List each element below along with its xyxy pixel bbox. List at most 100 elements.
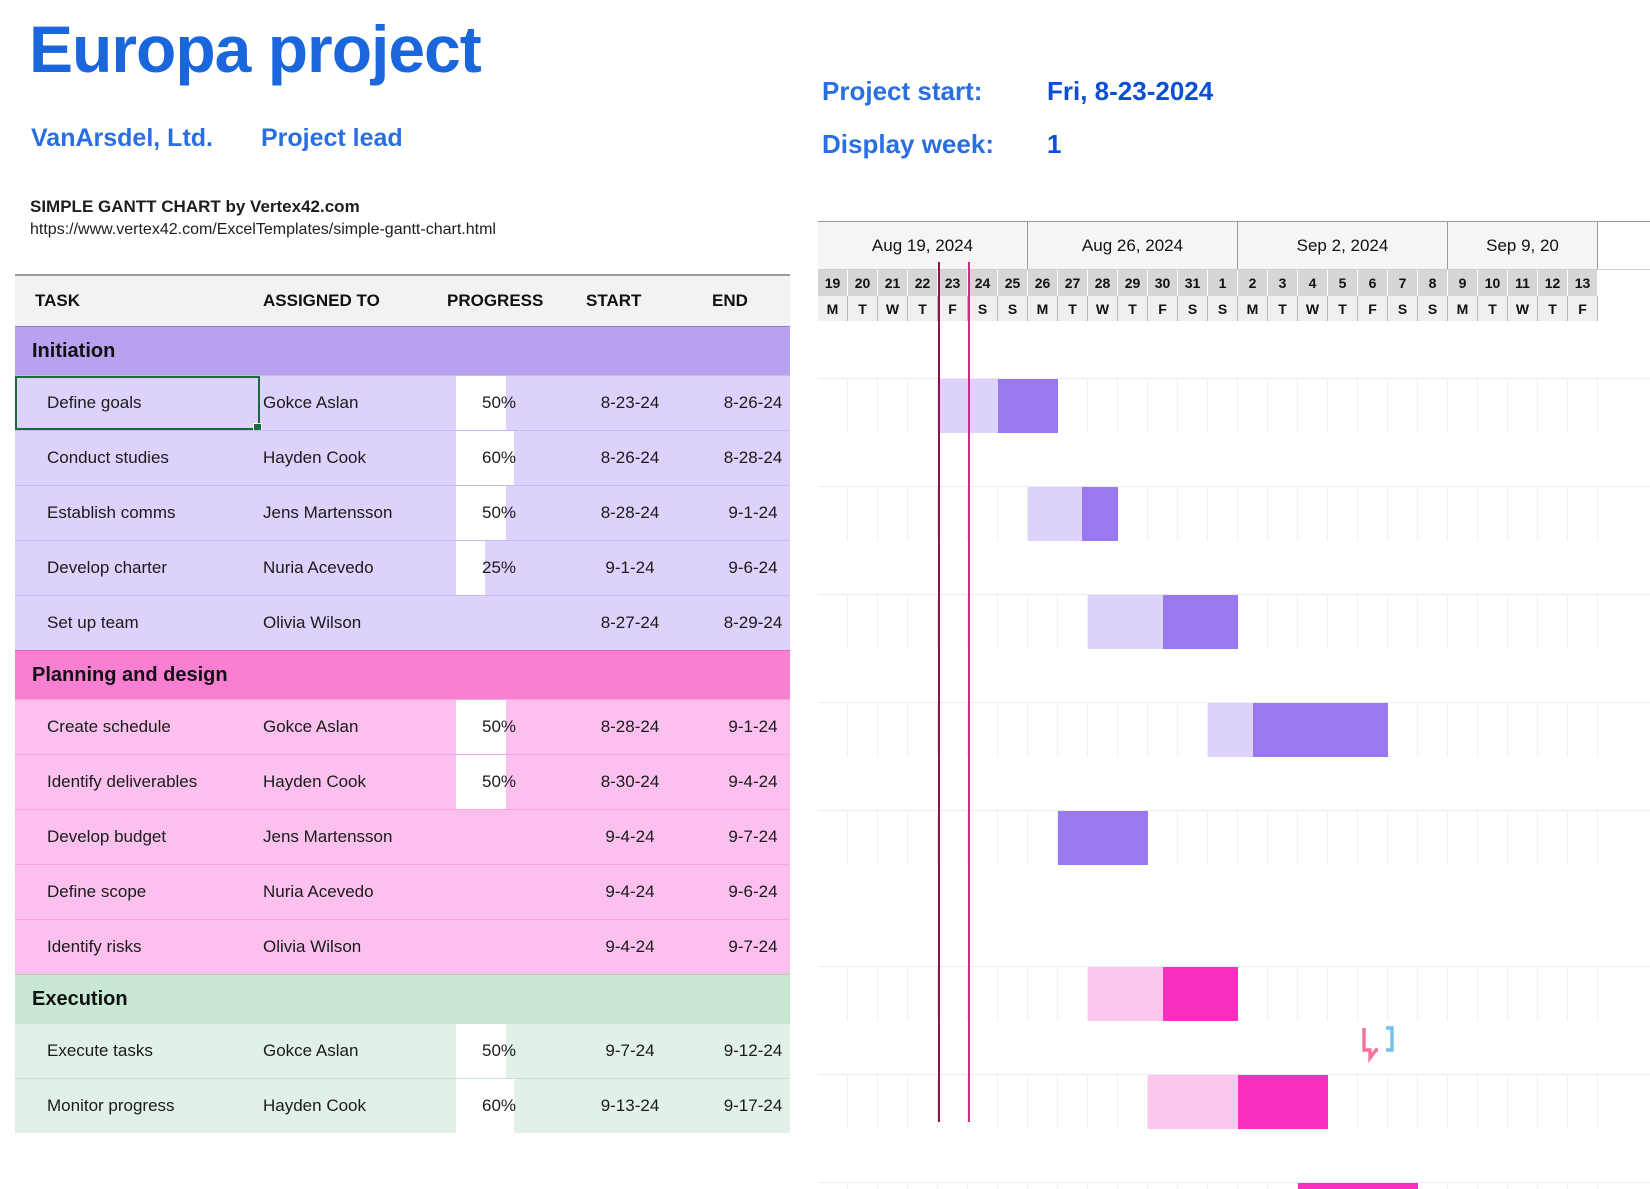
display-week-value[interactable]: 1	[1047, 129, 1062, 159]
table-row[interactable]: Develop budget Jens Martensson 9-4-24 9-7-2…	[15, 809, 790, 864]
gantt-row[interactable]	[818, 810, 1650, 865]
cell-task[interactable]: Conduct studies	[47, 448, 169, 467]
gantt-bar-remaining[interactable]	[1163, 967, 1238, 1021]
cell-assigned-to[interactable]: Nuria Acevedo	[263, 558, 374, 577]
cell-task[interactable]: Create schedule	[47, 717, 171, 736]
gantt-bar-remaining[interactable]	[1163, 595, 1238, 649]
cell-assigned-to[interactable]: Olivia Wilson	[263, 937, 362, 956]
cell-task[interactable]: Identify risks	[47, 937, 142, 956]
cell-start-date[interactable]: 8-26-24	[600, 448, 660, 467]
cell-start-date[interactable]: 9-4-24	[605, 937, 655, 956]
cell-progress[interactable]: 50%	[481, 1041, 517, 1060]
cell-start-date[interactable]: 8-28-24	[600, 717, 660, 736]
project-start-value[interactable]: Fri, 8-23-2024	[1047, 76, 1214, 106]
template-credit-url[interactable]: https://www.vertex42.com/ExcelTemplates/…	[30, 221, 496, 238]
cell-assigned-to[interactable]: Gokce Aslan	[263, 717, 359, 736]
cell-end-date[interactable]: 9-7-24	[728, 937, 778, 956]
cell-progress[interactable]: 25%	[481, 558, 517, 577]
column-header-assigned[interactable]: ASSIGNED TO	[263, 291, 380, 310]
cell-task[interactable]: Monitor progress	[47, 1096, 175, 1115]
column-header-start[interactable]: START	[586, 291, 642, 310]
gantt-bar-remaining[interactable]	[1058, 811, 1148, 865]
cell-start-date[interactable]: 9-7-24	[605, 1041, 655, 1060]
cell-end-date[interactable]: 9-12-24	[723, 1041, 783, 1060]
cell-task[interactable]: Set up team	[47, 613, 139, 632]
gantt-bar-remaining[interactable]	[1082, 487, 1118, 541]
cell-end-date[interactable]: 9-1-24	[728, 503, 778, 522]
cell-start-date[interactable]: 9-4-24	[605, 827, 655, 846]
cell-task[interactable]: Define scope	[47, 882, 147, 901]
cell-start-date[interactable]: 8-28-24	[600, 503, 660, 522]
gantt-bar-progress[interactable]	[1208, 703, 1253, 757]
cell-task[interactable]: Identify deliverables	[47, 772, 198, 791]
gantt-row[interactable]	[818, 1182, 1650, 1189]
table-row[interactable]: Set up team Olivia Wilson 8-27-24 8-29-24	[15, 595, 790, 650]
cell-assigned-to[interactable]: Gokce Aslan	[263, 393, 359, 412]
cell-end-date[interactable]: 8-29-24	[723, 613, 783, 632]
cell-progress[interactable]: 50%	[481, 393, 517, 412]
table-row[interactable]: Execute tasks Gokce Aslan 50% 9-7-24 9-12-24	[15, 1023, 790, 1078]
gantt-row[interactable]	[818, 486, 1650, 541]
cell-end-date[interactable]: 9-6-24	[728, 882, 778, 901]
cell-start-date[interactable]: 8-27-24	[600, 613, 660, 632]
column-header-progress[interactable]: PROGRESS	[447, 291, 544, 310]
table-row[interactable]: Conduct studies Hayden Cook 60% 8-26-24 8-28…	[15, 430, 790, 485]
cell-assigned-to[interactable]: Olivia Wilson	[263, 613, 362, 632]
cell-assigned-to[interactable]: Nuria Acevedo	[263, 882, 374, 901]
gantt-bar-progress[interactable]	[1028, 487, 1082, 541]
cell-start-date[interactable]: 9-13-24	[600, 1096, 660, 1115]
cell-progress[interactable]: 60%	[481, 448, 517, 467]
section-header-planning[interactable]: Planning and design	[15, 650, 790, 699]
table-row[interactable]: Identify deliverables Hayden Cook 50% 8-30-…	[15, 754, 790, 809]
table-row[interactable]: Establish comms Jens Martensson 50% 8-28-24…	[15, 485, 790, 540]
cell-end-date[interactable]: 8-26-24	[723, 393, 783, 412]
table-row[interactable]: Monitor progress Hayden Cook 60% 9-13-24 9-1…	[15, 1078, 790, 1133]
section-header-initiation[interactable]: Initiation	[15, 326, 790, 375]
cell-assigned-to[interactable]: Jens Martensson	[263, 827, 393, 846]
gantt-bar-progress[interactable]	[1088, 595, 1163, 649]
cell-start-date[interactable]: 9-1-24	[605, 558, 655, 577]
table-row[interactable]: Create schedule Gokce Aslan 50% 8-28-24 9-1-…	[15, 699, 790, 754]
cell-assigned-to[interactable]: Hayden Cook	[263, 772, 367, 791]
column-header-task[interactable]: TASK	[35, 291, 81, 310]
cell-end-date[interactable]: 9-7-24	[728, 827, 778, 846]
table-row[interactable]: Define scope Nuria Acevedo 9-4-24 9-6-24	[15, 864, 790, 919]
cell-end-date[interactable]: 9-4-24	[728, 772, 778, 791]
column-header-end[interactable]: END	[712, 291, 748, 310]
cell-assigned-to[interactable]: Hayden Cook	[263, 448, 367, 467]
cell-assigned-to[interactable]: Jens Martensson	[263, 503, 393, 522]
cell-task[interactable]: Define goals	[47, 393, 142, 412]
cell-assigned-to[interactable]: Hayden Cook	[263, 1096, 367, 1115]
gantt-row[interactable]	[818, 1074, 1650, 1129]
gantt-row[interactable]	[818, 702, 1650, 757]
cell-end-date[interactable]: 9-17-24	[723, 1096, 783, 1115]
cell-end-date[interactable]: 9-1-24	[728, 717, 778, 736]
gantt-bar-progress[interactable]	[1088, 967, 1163, 1021]
table-row[interactable]: Develop charter Nuria Acevedo 25% 9-1-24 9-6…	[15, 540, 790, 595]
cell-start-date[interactable]: 8-30-24	[600, 772, 660, 791]
cell-start-date[interactable]: 8-23-24	[600, 393, 660, 412]
gantt-row[interactable]	[818, 594, 1650, 649]
cell-start-date[interactable]: 9-4-24	[605, 882, 655, 901]
cell-task[interactable]: Develop charter	[47, 558, 168, 577]
cell-end-date[interactable]: 9-6-24	[728, 558, 778, 577]
gantt-bar-remaining[interactable]	[1298, 1183, 1418, 1189]
gantt-bar-remaining[interactable]	[1238, 1075, 1328, 1129]
cell-progress[interactable]: 50%	[481, 503, 517, 522]
cell-progress[interactable]: 50%	[481, 772, 517, 791]
cell-task[interactable]: Develop budget	[47, 827, 167, 846]
gantt-row[interactable]	[818, 378, 1650, 433]
gantt-row[interactable]	[818, 966, 1650, 1021]
gantt-bar-remaining[interactable]	[998, 379, 1058, 433]
gantt-bar-progress[interactable]	[1148, 1075, 1238, 1129]
section-header-execution[interactable]: Execution	[15, 974, 790, 1023]
cell-progress[interactable]: 60%	[481, 1096, 517, 1115]
cell-task[interactable]: Establish comms	[47, 503, 176, 522]
table-row[interactable]: Define goals Gokce Aslan 50% 8-23-24 8-26-24	[15, 375, 790, 432]
cell-task[interactable]: Execute tasks	[47, 1041, 153, 1060]
cell-progress[interactable]: 50%	[481, 717, 517, 736]
table-row[interactable]: Identify risks Olivia Wilson 9-4-24 9-7-24	[15, 919, 790, 974]
cell-assigned-to[interactable]: Gokce Aslan	[263, 1041, 359, 1060]
gantt-bar-remaining[interactable]	[1253, 703, 1388, 757]
cell-end-date[interactable]: 8-28-24	[723, 448, 783, 467]
